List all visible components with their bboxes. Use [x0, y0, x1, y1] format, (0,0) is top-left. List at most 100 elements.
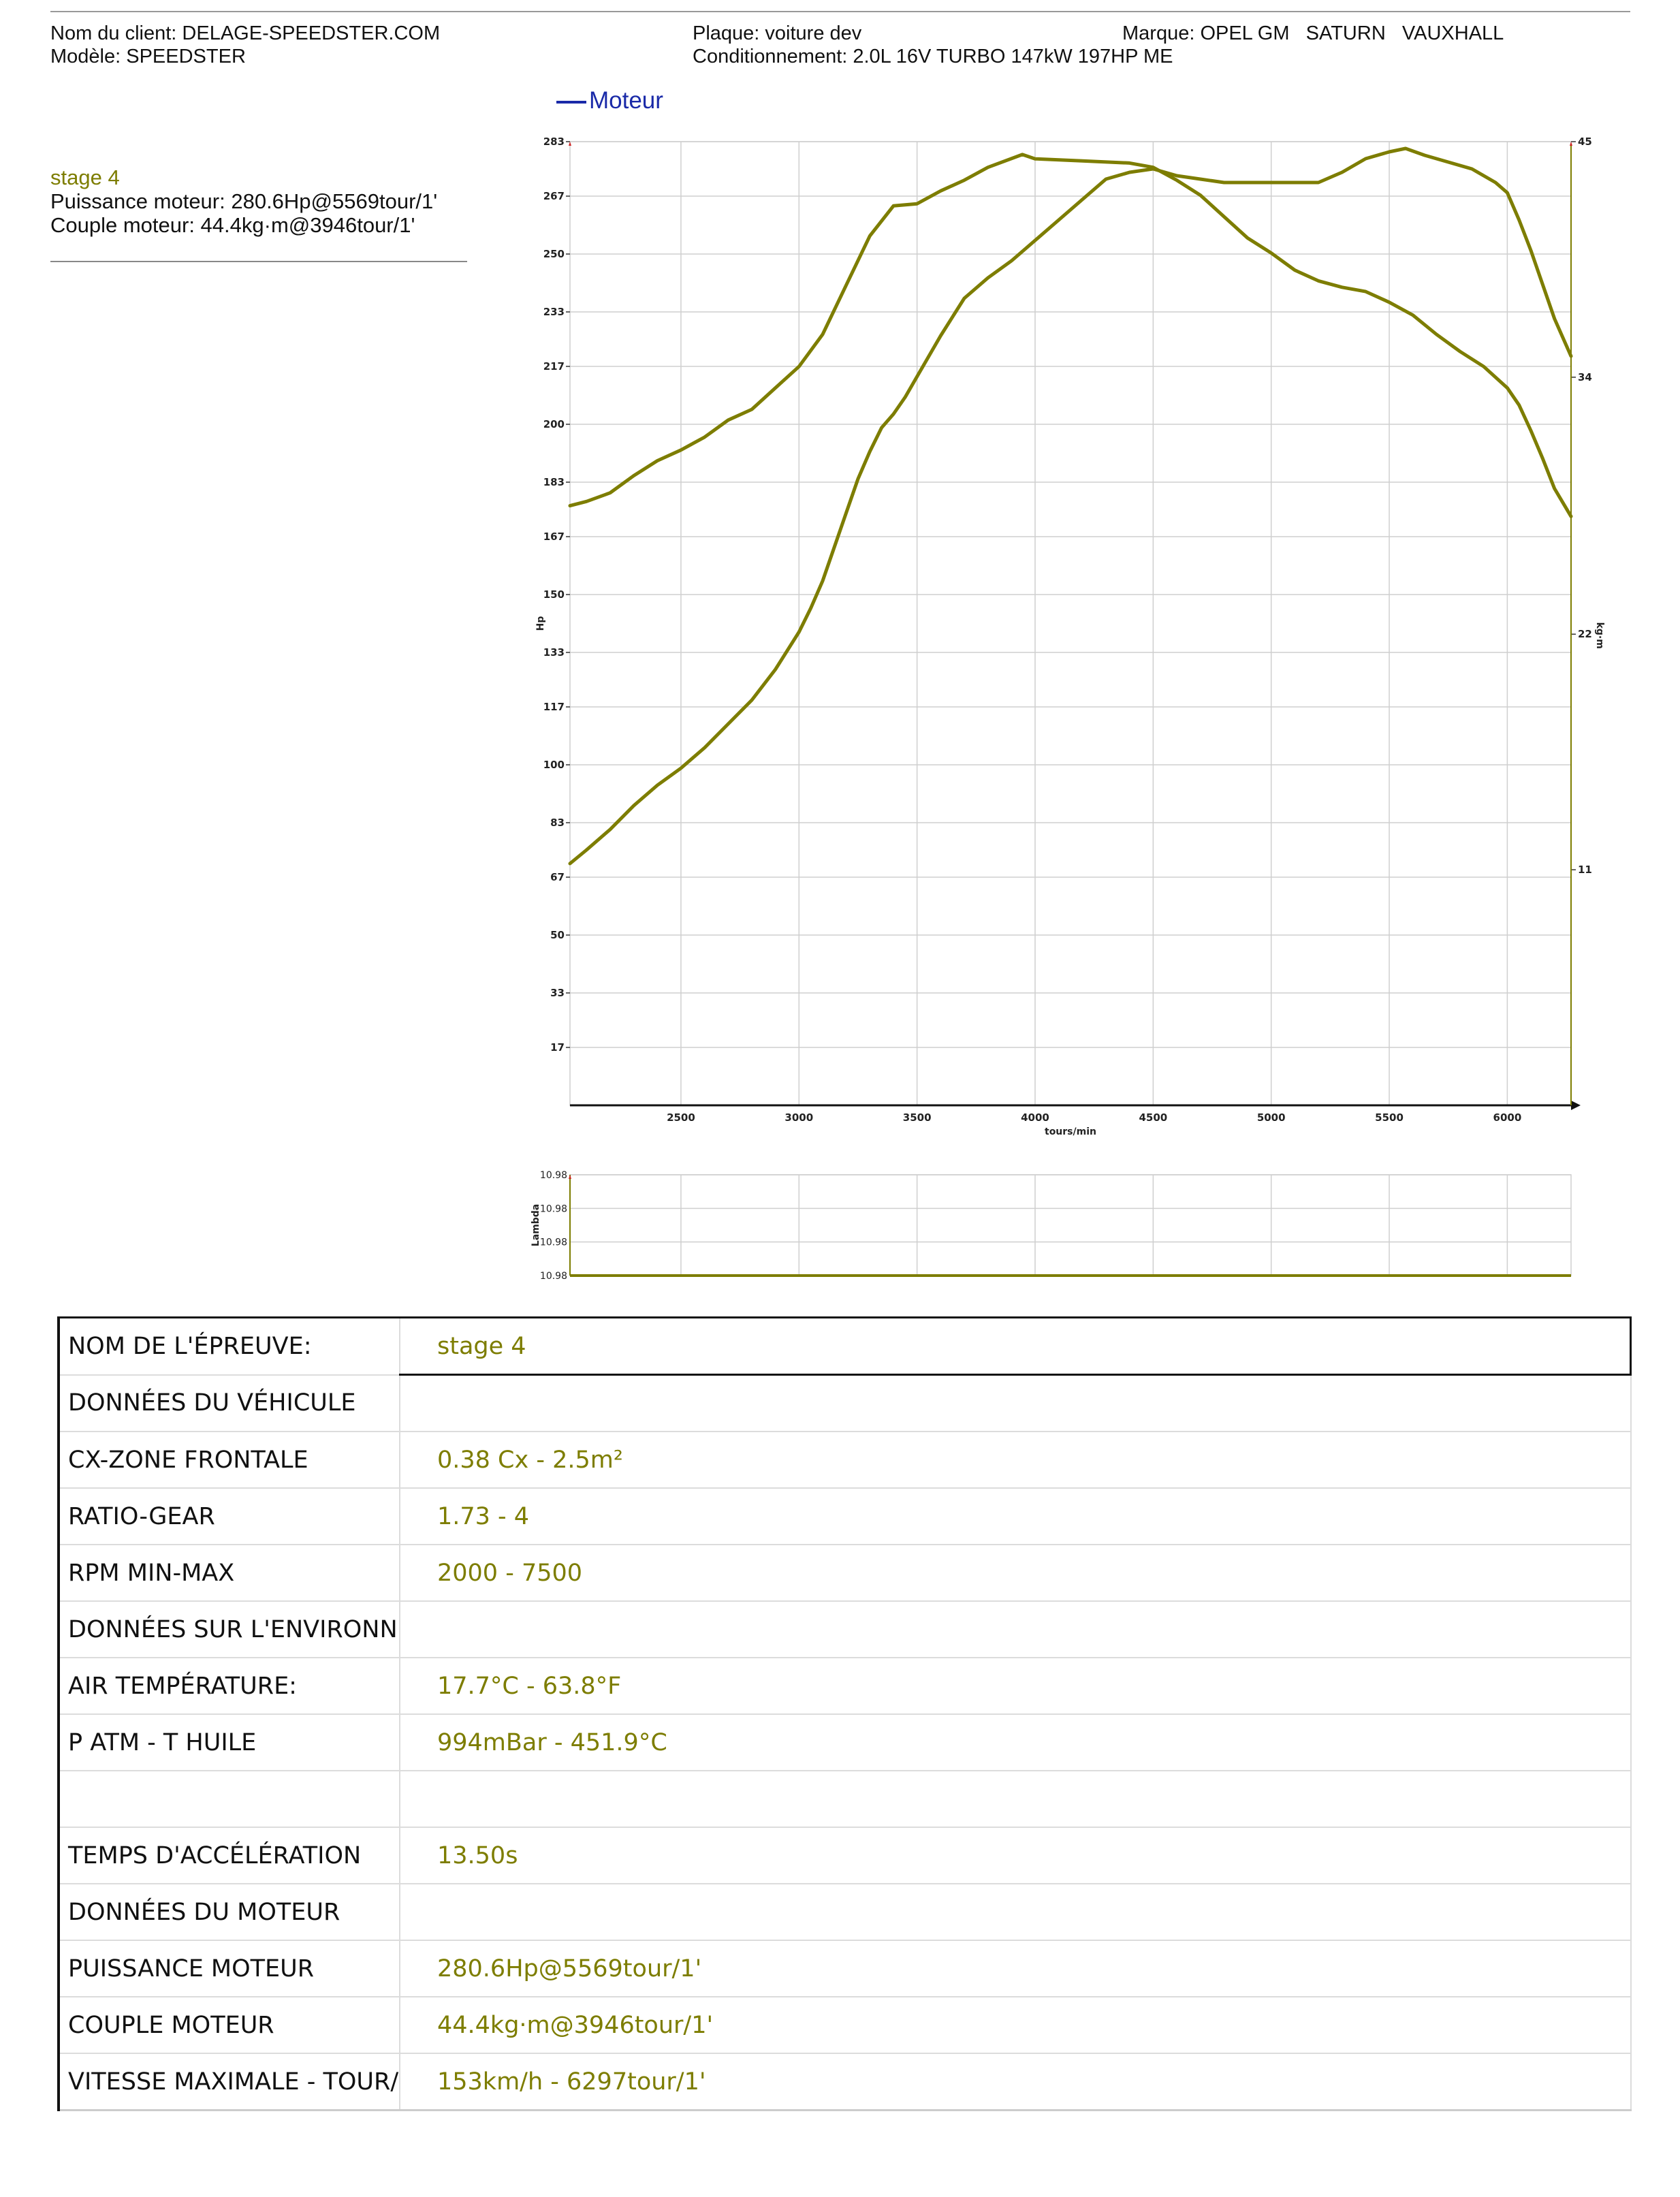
y-tick-label: 150: [543, 588, 565, 601]
table-row: RATIO-GEAR 1.73 - 4: [57, 1487, 1632, 1545]
row-key: P ATM - T HUILE: [57, 1713, 400, 1771]
y-tick-label: 183: [543, 476, 565, 488]
y-tick-label: 200: [543, 418, 565, 430]
y-tick-label: 167: [543, 531, 565, 543]
table-row: COUPLE MOTEUR 44.4kg·m@3946tour/1': [57, 1996, 1632, 2054]
y2-axis-top-marker: [1570, 142, 1572, 146]
row-value: 994mBar - 451.9°C: [399, 1713, 1632, 1771]
y-tick-label: 33: [550, 987, 565, 999]
table-row: TEMPS D'ACCÉLÉRATION 13.50s: [57, 1827, 1632, 1884]
y-tick-label: 250: [543, 248, 565, 260]
x-tick-label: 3000: [784, 1111, 813, 1124]
model-name: Modèle: SPEEDSTER: [50, 46, 246, 67]
row-value: [399, 1600, 1632, 1658]
y-tick-label: 233: [543, 306, 565, 318]
row-value: 280.6Hp@5569tour/1': [399, 1940, 1632, 1997]
row-value: [399, 1770, 1632, 1828]
row-key: AIR TEMPÉRATURE:: [57, 1657, 400, 1715]
power-curve: [568, 146, 1573, 866]
row-value: [399, 1883, 1632, 1941]
row-value: 153km/h - 6297tour/1': [399, 2053, 1632, 2111]
x-tick-label: 5500: [1375, 1111, 1404, 1124]
y-tick-label: 267: [543, 190, 565, 202]
y2-tick-label: 11: [1578, 864, 1592, 876]
table-row: CX-ZONE FRONTALE 0.38 Cx - 2.5m²: [57, 1431, 1632, 1489]
table-row: P ATM - T HUILE 994mBar - 451.9°C: [57, 1713, 1632, 1771]
y-tick-label: 50: [550, 929, 565, 941]
y2-tick-label: 34: [1578, 371, 1592, 383]
x-axis-arrow: [1571, 1101, 1581, 1110]
row-key: [57, 1770, 400, 1828]
y-tick-label: 217: [543, 360, 565, 373]
row-value: stage 4: [399, 1316, 1632, 1376]
table-row: DONNÉES SUR L'ENVIRONNEN: [57, 1600, 1632, 1658]
y-axis-label: Hp: [535, 616, 546, 631]
x-tick-label: 4000: [1021, 1111, 1049, 1124]
dyno-charts: 2500 3000 3500 4000 4500 5000 5500 6000 283 267 25…: [530, 136, 1605, 1282]
summary-torque: Couple moteur: 44.4kg·m@3946tour/1': [50, 213, 415, 237]
lambda-top-marker: [569, 1175, 571, 1179]
row-key: CX-ZONE FRONTALE: [57, 1431, 400, 1489]
x-tick-label: 3500: [903, 1111, 932, 1124]
row-key: COUPLE MOTEUR: [57, 1996, 400, 2054]
row-key: DONNÉES DU VÉHICULE: [57, 1374, 400, 1432]
summary-rule: [50, 261, 467, 262]
y-tick-label: 117: [543, 701, 565, 713]
table-row: AIR TEMPÉRATURE: 17.7°C - 63.8°F: [57, 1657, 1632, 1715]
row-value: 0.38 Cx - 2.5m²: [399, 1431, 1632, 1489]
plate: Plaque: voiture dev: [693, 22, 862, 44]
row-key: PUISSANCE MOTEUR: [57, 1940, 400, 1997]
y-tick-label: 100: [543, 759, 565, 771]
row-value: 1.73 - 4: [399, 1487, 1632, 1545]
x-tick-label: 2500: [667, 1111, 695, 1124]
x-tick-label: 5000: [1257, 1111, 1286, 1124]
lambda-tick-label: 10.98: [540, 1203, 567, 1214]
row-value: 44.4kg·m@3946tour/1': [399, 1996, 1632, 2054]
legend-label: Moteur: [589, 87, 663, 114]
row-value: 13.50s: [399, 1827, 1632, 1884]
y-axis-top-marker: [569, 142, 571, 146]
row-value: [399, 1374, 1632, 1432]
lambda-axis-label: Lambda: [530, 1204, 541, 1246]
x-tick-label: 6000: [1493, 1111, 1522, 1124]
top-rule: [50, 11, 1630, 12]
legend-swatch: [556, 100, 586, 104]
chart-legend: Moteur: [556, 87, 663, 114]
lambda-frame: [569, 1174, 1572, 1276]
row-key: TEMPS D'ACCÉLÉRATION: [57, 1827, 400, 1884]
plot-frame: [569, 141, 1572, 1106]
client-name: Nom du client: DELAGE-SPEEDSTER.COM: [50, 22, 441, 44]
table-row: RPM MIN-MAX 2000 - 7500: [57, 1544, 1632, 1602]
table-row: DONNÉES DU VÉHICULE: [57, 1374, 1632, 1432]
conditioning: Conditionnement: 2.0L 16V TURBO 147kW 19…: [693, 46, 1173, 67]
x-axis-label: tours/min: [1045, 1126, 1096, 1137]
brand: Marque: OPEL GM SATURN VAUXHALL: [1122, 22, 1504, 44]
y2-tick-label: 45: [1578, 136, 1592, 148]
y-tick-label: 17: [550, 1041, 565, 1054]
test-data-table: NOM DE L'ÉPREUVE: stage 4 DONNÉES DU VÉHIC…: [57, 1316, 1632, 2111]
run-name: stage 4: [50, 165, 120, 189]
row-key: RPM MIN-MAX: [57, 1544, 400, 1602]
y2-axis-label: kg·m: [1594, 622, 1605, 649]
table-row: NOM DE L'ÉPREUVE: stage 4: [57, 1316, 1632, 1376]
y-tick-label: 67: [550, 871, 565, 883]
summary-power: Puissance moteur: 280.6Hp@5569tour/1': [50, 189, 438, 213]
torque-curve: [568, 153, 1573, 518]
table-row: [57, 1770, 1632, 1828]
row-key: DONNÉES DU MOTEUR: [57, 1883, 400, 1941]
lambda-tick-label: 10.98: [540, 1237, 567, 1248]
row-value: 17.7°C - 63.8°F: [399, 1657, 1632, 1715]
table-row: DONNÉES DU MOTEUR: [57, 1883, 1632, 1941]
lambda-tick-label: 10.98: [540, 1170, 567, 1181]
row-value: 2000 - 7500: [399, 1544, 1632, 1602]
y2-tick-label: 22: [1578, 628, 1592, 640]
row-key: VITESSE MAXIMALE - TOUR/L': [57, 2053, 400, 2111]
y-tick-label: 133: [543, 646, 565, 659]
run-summary: stage 4 Puissance moteur: 280.6Hp@5569to…: [50, 165, 437, 237]
table-row: VITESSE MAXIMALE - TOUR/L' 153km/h - 6297…: [57, 2053, 1632, 2111]
row-key: NOM DE L'ÉPREUVE:: [57, 1316, 400, 1376]
row-key: DONNÉES SUR L'ENVIRONNEN: [57, 1600, 400, 1658]
table-row: PUISSANCE MOTEUR 280.6Hp@5569tour/1': [57, 1940, 1632, 1997]
y-tick-label: 283: [543, 136, 565, 148]
x-tick-label: 4500: [1139, 1111, 1167, 1124]
